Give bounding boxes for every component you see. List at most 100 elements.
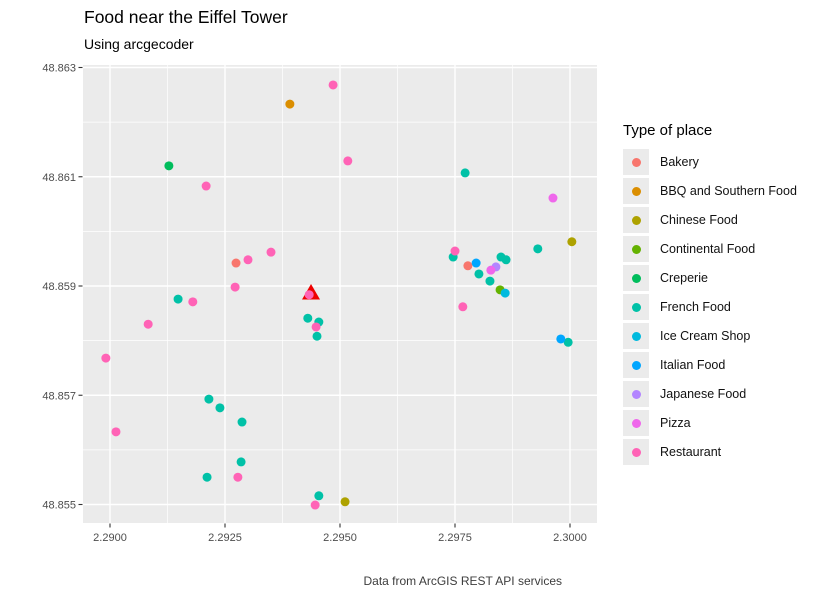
legend-key <box>623 207 649 233</box>
legend-item-label: Continental Food <box>660 242 756 256</box>
y-tick-label: 48.855 <box>42 500 76 512</box>
x-tick-label: 2.2925 <box>208 532 242 544</box>
legend-key <box>623 352 649 378</box>
legend: Type of place Bakery BBQ and Southern Foo… <box>623 122 797 468</box>
legend-item: Bakery <box>623 149 797 175</box>
legend-item-label: French Food <box>660 300 731 314</box>
legend-key <box>623 381 649 407</box>
data-point-french-food <box>563 337 573 347</box>
legend-dot-icon <box>631 302 641 312</box>
data-point-restaurant <box>458 302 468 312</box>
data-point-bakery <box>231 258 241 268</box>
data-point-chinese-food <box>340 497 350 507</box>
legend-item: Italian Food <box>623 352 797 378</box>
legend-dot-icon <box>631 360 641 370</box>
legend-key <box>623 149 649 175</box>
data-point-restaurant <box>188 297 198 307</box>
legend-item: Creperie <box>623 265 797 291</box>
chart-title: Food near the Eiffel Tower <box>84 7 288 27</box>
data-point-french-food <box>173 294 183 304</box>
legend-dot-icon <box>631 215 641 225</box>
legend-items: Bakery BBQ and Southern Food Chinese Food C… <box>623 149 797 465</box>
legend-dot-icon <box>631 331 641 341</box>
legend-title: Type of place <box>623 122 713 139</box>
data-point-french-food <box>485 276 495 286</box>
legend-dot-icon <box>631 157 641 167</box>
data-point-restaurant <box>266 247 276 257</box>
legend-key <box>623 439 649 465</box>
legend-item-label: Bakery <box>660 155 699 169</box>
data-point-french-food <box>204 394 214 404</box>
data-point-ice-cream-shop <box>500 288 510 298</box>
data-point-french-food <box>312 331 322 341</box>
legend-dot-icon <box>631 273 641 283</box>
legend-key <box>623 178 649 204</box>
legend-key <box>623 294 649 320</box>
chart-caption: Data from ArcGIS REST API services <box>363 574 562 588</box>
x-tick-label: 2.2950 <box>323 532 357 544</box>
legend-item: Continental Food <box>623 236 797 262</box>
data-point-chinese-food <box>567 237 577 247</box>
data-point-french-food <box>501 255 511 265</box>
data-point-french-food <box>237 417 247 427</box>
data-point-restaurant <box>311 322 321 332</box>
data-point-french-food <box>215 403 225 413</box>
legend-dot-icon <box>631 244 641 254</box>
legend-dot-icon <box>631 418 641 428</box>
legend-item-label: Restaurant <box>660 445 722 459</box>
y-tick-label: 48.857 <box>42 390 76 402</box>
data-point-restaurant <box>304 290 314 300</box>
legend-dot-icon <box>631 447 641 457</box>
data-point-restaurant <box>450 246 460 256</box>
legend-item: Ice Cream Shop <box>623 323 797 349</box>
x-tick-label: 2.3000 <box>553 532 587 544</box>
data-point-french-food <box>236 457 246 467</box>
legend-key <box>623 323 649 349</box>
data-point-restaurant <box>201 181 211 191</box>
data-point-french-food <box>533 244 543 254</box>
data-point-french-food <box>474 269 484 279</box>
data-point-restaurant <box>328 80 338 90</box>
y-tick-label: 48.861 <box>42 172 76 184</box>
data-point-restaurant <box>111 427 121 437</box>
data-point-french-food <box>303 313 313 323</box>
legend-item-label: Italian Food <box>660 358 726 372</box>
x-tick-label: 2.2975 <box>438 532 472 544</box>
data-point-pizza <box>486 265 496 275</box>
legend-item: Restaurant <box>623 439 797 465</box>
data-point-restaurant <box>233 472 243 482</box>
legend-item: Chinese Food <box>623 207 797 233</box>
legend-item-label: Creperie <box>660 271 708 285</box>
data-point-italian-food <box>471 258 481 268</box>
legend-key <box>623 410 649 436</box>
legend-dot-icon <box>631 389 641 399</box>
legend-item-label: Ice Cream Shop <box>660 329 751 343</box>
data-point-restaurant <box>243 255 253 265</box>
y-tick-label: 48.859 <box>42 281 76 293</box>
data-point-french-food <box>314 491 324 501</box>
data-point-pizza <box>548 193 558 203</box>
data-point-restaurant <box>343 156 353 166</box>
legend-item-label: Japanese Food <box>660 387 747 401</box>
data-point-french-food <box>202 472 212 482</box>
data-point-italian-food <box>556 334 566 344</box>
data-point-restaurant <box>310 500 320 510</box>
legend-item: Pizza <box>623 410 797 436</box>
legend-key <box>623 265 649 291</box>
y-tick-label: 48.863 <box>42 63 76 75</box>
legend-key <box>623 236 649 262</box>
data-point-french-food <box>460 168 470 178</box>
data-point-bakery <box>463 261 473 271</box>
data-point-bbq-and-southern-food <box>285 99 295 109</box>
legend-item-label: Pizza <box>660 416 691 430</box>
x-tick-label: 2.2900 <box>93 532 127 544</box>
data-point-creperie <box>164 161 174 171</box>
legend-item: BBQ and Southern Food <box>623 178 797 204</box>
legend-item-label: BBQ and Southern Food <box>660 184 797 198</box>
legend-item: Japanese Food <box>623 381 797 407</box>
chart-subtitle: Using arcgecoder <box>84 36 194 52</box>
data-point-restaurant <box>230 282 240 292</box>
legend-item: French Food <box>623 294 797 320</box>
